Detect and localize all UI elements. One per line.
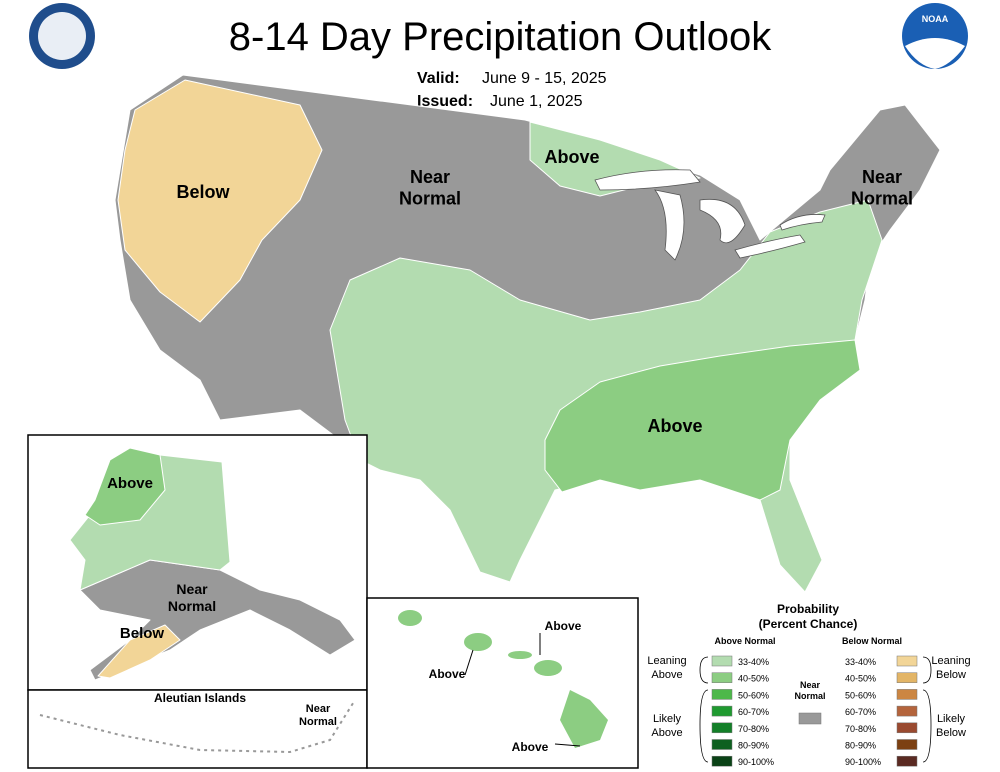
legend-swatch: [896, 755, 918, 767]
legend-group: Above: [651, 727, 682, 739]
noaa-gull: [905, 38, 965, 69]
legend-swatch: [896, 739, 918, 750]
legend-label: 80-90%: [845, 741, 876, 751]
legend-label: 50-60%: [738, 690, 769, 700]
valid-dates: June 9 - 15, 2025: [482, 70, 607, 87]
legend-group: Below: [936, 669, 966, 681]
legend-swatch: [711, 672, 733, 683]
region-label: Above: [429, 667, 466, 681]
legend-swatch: [798, 712, 822, 725]
legend-group: Above: [651, 669, 682, 681]
legend-heading: Above Normal: [714, 636, 775, 646]
legend-group: Likely: [937, 713, 966, 725]
region-label: Normal: [168, 598, 216, 614]
legend-label: 70-80%: [738, 724, 769, 734]
legend-label: 80-90%: [738, 741, 769, 751]
legend-label: 33-40%: [845, 657, 876, 667]
alaska-above-nw: [84, 447, 166, 526]
legend-swatch: [896, 689, 918, 700]
legend-brace: [699, 656, 709, 684]
legend-swatch: [711, 722, 733, 734]
legend-swatch: [711, 739, 733, 750]
region-label: Near: [306, 703, 331, 715]
hawaii-islands: [398, 610, 608, 748]
above-region-southeast: [544, 339, 861, 501]
legend-brace: [699, 689, 709, 763]
legend-label: 33-40%: [738, 657, 769, 667]
legend-near-label: Normal: [794, 691, 825, 701]
commerce-seal-inner: [38, 12, 86, 60]
region-label: Below: [120, 625, 165, 642]
valid-label: Valid:: [417, 70, 460, 87]
legend-subtitle: (Percent Chance): [759, 617, 858, 631]
region-label: Above: [107, 475, 153, 492]
legend-brace: [922, 689, 932, 763]
legend-heading: Below Normal: [842, 636, 902, 646]
aleutian-chain: [39, 699, 356, 754]
region-label: Above: [512, 740, 549, 754]
noaa-text: NOAA: [922, 14, 949, 24]
legend-swatch: [711, 689, 733, 700]
legend-label: 70-80%: [845, 724, 876, 734]
legend-group: Below: [936, 727, 966, 739]
region-label: Aleutian Islands: [154, 691, 246, 705]
below-region: [117, 79, 323, 323]
region-label: Normal: [299, 716, 337, 728]
legend-swatch: [896, 705, 918, 717]
region-label: Above: [544, 147, 599, 167]
region-label: Normal: [851, 189, 913, 209]
legend-brace: [922, 656, 932, 684]
legend-group: Leaning: [931, 655, 970, 667]
legend-label: 90-100%: [845, 757, 881, 767]
legend-label: 40-50%: [738, 674, 769, 684]
legend-swatch: [711, 705, 733, 717]
region-label: Below: [176, 182, 230, 202]
legend-near-label: Near: [800, 680, 821, 690]
legend-label: 90-100%: [738, 757, 774, 767]
legend-group: Leaning: [647, 655, 686, 667]
issued-date: June 1, 2025: [490, 93, 583, 110]
region-label: Above: [647, 416, 702, 436]
region-label: Normal: [399, 189, 461, 209]
region-label: Above: [545, 619, 582, 633]
title: 8-14 Day Precipitation Outlook: [229, 15, 773, 59]
region-label: Near: [176, 581, 208, 597]
region-label: Near: [410, 167, 450, 187]
legend-group: Likely: [653, 713, 682, 725]
legend-swatch: [896, 655, 918, 667]
great-lakes: [594, 169, 826, 261]
leader-lines: [464, 633, 581, 747]
legend-label: 40-50%: [845, 674, 876, 684]
alaska-below: [97, 624, 181, 679]
legend-label: 60-70%: [738, 707, 769, 717]
legend-label: 50-60%: [845, 690, 876, 700]
legend-title: Probability: [777, 602, 839, 616]
legend-swatch: [896, 722, 918, 734]
legend-swatch: [711, 655, 733, 667]
legend-swatch: [896, 672, 918, 683]
legend-label: 60-70%: [845, 707, 876, 717]
legend-swatch: [711, 755, 733, 767]
aleutian-box: [27, 689, 368, 769]
region-label: Near: [862, 167, 902, 187]
issued-label: Issued:: [417, 93, 473, 110]
